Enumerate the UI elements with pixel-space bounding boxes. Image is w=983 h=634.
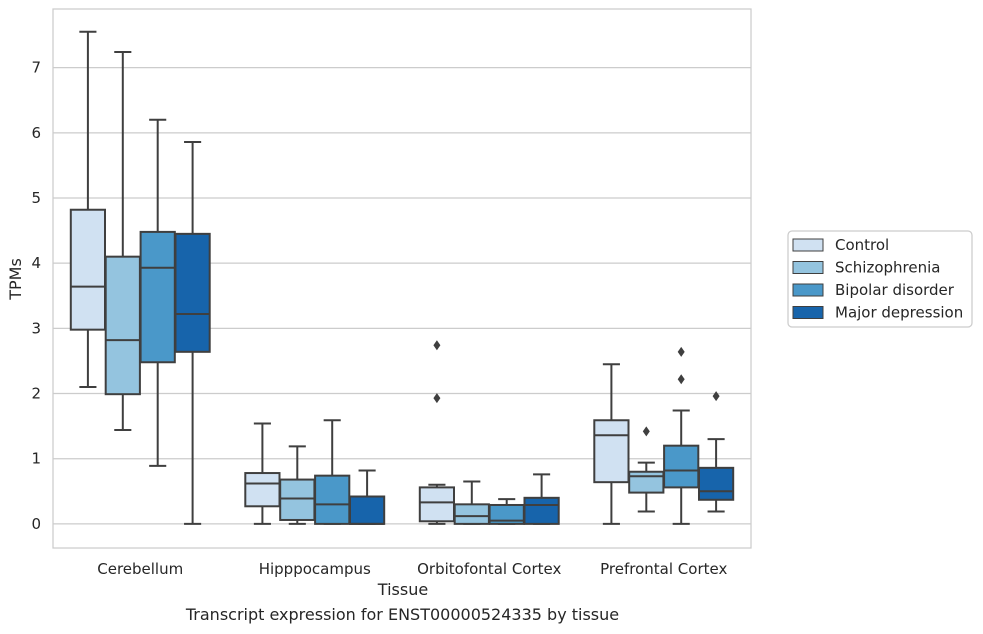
x-axis-ticks: Cerebellum Hipppocampus Orbitofontal Corte… [97, 560, 727, 578]
box-series [69, 30, 735, 525]
box-iqr [663, 444, 700, 489]
x-tick-label: Prefrontal Cortex [600, 560, 727, 578]
x-tick-label: Orbitofontal Cortex [417, 560, 561, 578]
legend-item: Bipolar disorder [792, 281, 955, 299]
legend-swatch [792, 261, 824, 274]
box-iqr [418, 486, 456, 523]
box [453, 480, 490, 525]
outlier-point [712, 391, 720, 402]
box [104, 51, 141, 432]
outlier-point [677, 374, 685, 385]
box [418, 340, 456, 525]
series-major-depression [174, 140, 735, 525]
outlier-point [433, 340, 441, 351]
box [523, 473, 560, 525]
plot-frame [52, 8, 752, 549]
box-iqr [523, 496, 560, 525]
box [663, 346, 700, 525]
box [348, 469, 386, 525]
chart-caption: Transcript expression for ENST0000052433… [185, 605, 620, 624]
y-tick-label: 5 [31, 189, 41, 207]
box [628, 426, 665, 513]
legend: Control Schizophrenia Bipolar disorder Majo… [787, 230, 973, 328]
outlier-point [642, 426, 650, 437]
outlier-point [677, 346, 685, 357]
box-iqr [697, 466, 735, 501]
box-iqr [174, 232, 211, 353]
legend-swatch [792, 283, 824, 297]
box [244, 422, 281, 525]
box-iqr [628, 470, 665, 494]
series-bipolar-disorder [139, 118, 700, 525]
box [139, 118, 176, 467]
legend-label: Schizophrenia [835, 259, 940, 277]
x-tick-label: Cerebellum [97, 560, 183, 578]
y-tick-label: 6 [31, 124, 41, 142]
box [314, 419, 351, 525]
legend-item: Major depression [792, 304, 963, 322]
legend-swatch [792, 238, 824, 252]
legend-label: Bipolar disorder [835, 281, 955, 299]
box-iqr [314, 474, 351, 525]
outlier-point [433, 393, 441, 404]
box-iqr [348, 495, 386, 525]
box-iqr [593, 419, 630, 484]
box [488, 498, 525, 525]
series-control [69, 30, 630, 525]
box [69, 30, 107, 389]
legend-frame [787, 230, 973, 328]
series-schizophrenia [104, 51, 665, 525]
legend-item: Control [792, 236, 889, 254]
y-tick-label: 1 [31, 450, 41, 468]
legend-swatch [792, 306, 824, 319]
y-axis-label: TPMs [6, 258, 25, 301]
box [279, 445, 316, 525]
box [593, 363, 630, 525]
y-tick-label: 7 [31, 59, 41, 77]
legend-label: Major depression [835, 304, 963, 322]
x-tick-label: Hipppocampus [259, 560, 371, 578]
box-iqr [139, 230, 176, 364]
y-tick-label: 4 [31, 254, 41, 272]
y-axis-ticks: 0 1 2 3 4 5 6 7 [31, 59, 41, 533]
box [697, 391, 735, 513]
box [174, 140, 211, 525]
box-iqr [69, 208, 107, 331]
box-iqr [279, 478, 316, 521]
y-tick-label: 2 [31, 385, 41, 403]
box-iqr [244, 472, 281, 508]
y-tick-label: 3 [31, 319, 41, 337]
y-tick-label: 0 [31, 515, 41, 533]
legend-item: Schizophrenia [792, 259, 940, 277]
legend-label: Control [835, 236, 889, 254]
box-iqr [104, 255, 141, 396]
x-axis-label: Tissue [377, 580, 428, 599]
box-iqr [453, 503, 490, 525]
